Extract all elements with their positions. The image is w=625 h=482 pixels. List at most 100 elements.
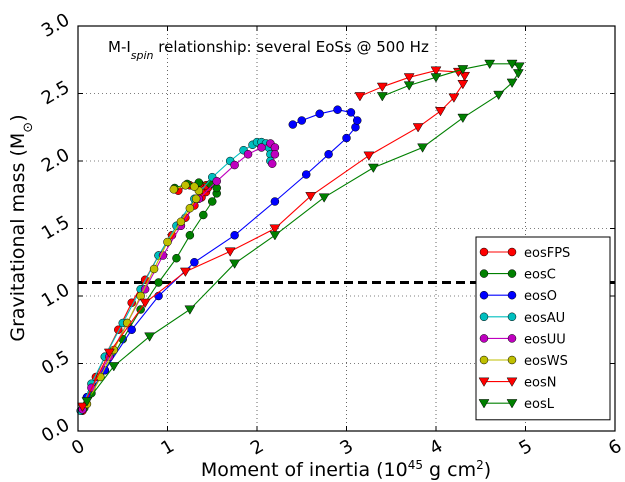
data-point (363, 151, 375, 161)
data-point (149, 264, 159, 274)
x-axis-label: Moment of inertia (1045 g cm2) (201, 458, 491, 481)
data-point (417, 143, 429, 153)
legend-marker (478, 377, 490, 387)
data-point (257, 143, 266, 152)
data-point (230, 160, 239, 170)
data-point (108, 362, 120, 372)
legend-marker (479, 290, 489, 300)
data-point (457, 113, 469, 124)
series-line (83, 182, 218, 409)
series-group (76, 59, 525, 415)
x-tick-label: 6 (605, 435, 625, 459)
series-line (80, 141, 271, 412)
data-point (318, 193, 330, 203)
data-point (342, 133, 351, 143)
data-point (169, 185, 179, 194)
legend-marker (507, 334, 517, 343)
data-point (512, 69, 524, 79)
data-point (77, 402, 88, 412)
y-tick-label: 1.0 (38, 279, 73, 312)
data-point (269, 231, 281, 241)
y-tick-label: 2.5 (38, 77, 73, 110)
data-point (352, 116, 362, 125)
legend-label: eosO (524, 289, 557, 304)
data-point (403, 81, 415, 91)
data-point (403, 73, 415, 83)
series-line (82, 70, 466, 407)
y-tick-label: 1.5 (38, 212, 73, 245)
chart-annotation: M-Ispin relationship: several EoSs @ 500… (108, 38, 429, 62)
data-point (459, 71, 471, 82)
x-tick-label: 2 (247, 435, 267, 459)
legend-entry: eosUU (479, 332, 566, 347)
data-point (457, 80, 469, 90)
data-point (448, 93, 460, 103)
legend-label: eosWS (524, 354, 568, 369)
legend-box (475, 236, 611, 421)
data-point (191, 194, 201, 204)
data-point (288, 120, 298, 129)
y-tick-label: 3.0 (38, 9, 73, 42)
legend-marker (507, 312, 517, 322)
series-eosL (81, 59, 525, 407)
data-point (243, 150, 253, 159)
legend-marker (507, 355, 517, 365)
data-point (506, 78, 518, 88)
legend-marker (507, 290, 517, 300)
data-point (208, 197, 217, 206)
data-point (103, 348, 115, 358)
legend-marker (479, 269, 489, 278)
legend-entry: eosO (479, 289, 557, 304)
data-point (376, 82, 388, 92)
data-point (493, 90, 505, 101)
data-point (301, 170, 311, 179)
series-eosO (82, 105, 362, 402)
y-tick-label: 0.5 (38, 347, 73, 380)
data-point (163, 237, 172, 247)
data-point (212, 177, 221, 186)
data-point (179, 267, 191, 277)
legend-marker (506, 399, 518, 409)
y-tick-label: 2.0 (38, 144, 73, 177)
data-point (229, 259, 241, 269)
data-point (267, 159, 277, 168)
data-point (224, 247, 236, 257)
data-point (457, 65, 469, 75)
data-point (297, 116, 306, 125)
legend-label: eosN (524, 376, 556, 391)
legend-entry: eosC (479, 268, 556, 283)
data-point (172, 253, 181, 263)
legend-entry: eosL (478, 397, 555, 412)
data-point (305, 192, 317, 202)
data-point (346, 108, 356, 117)
data-point (513, 62, 525, 72)
data-point (269, 224, 281, 234)
data-point (190, 182, 199, 191)
y-axis-label: Gravitational mass (M⊙) (7, 114, 36, 341)
legend-marker (478, 399, 490, 409)
x-tick-label: 4 (426, 435, 446, 459)
data-point (181, 181, 190, 190)
legend-marker (479, 312, 489, 322)
data-point (185, 231, 195, 240)
data-point (144, 332, 156, 342)
data-point (154, 291, 163, 301)
legend-label: eosFPS (524, 246, 570, 261)
legend-entry: eosAU (479, 311, 565, 326)
legend-marker (507, 247, 517, 257)
data-point (176, 217, 186, 226)
data-point (270, 197, 280, 206)
data-point (506, 59, 518, 70)
data-point (324, 150, 333, 159)
data-point (185, 204, 195, 213)
data-point (315, 109, 324, 118)
legend-entry: eosFPS (479, 246, 570, 261)
legend-label: eosUU (524, 332, 566, 347)
data-point (270, 150, 280, 159)
data-point (435, 107, 446, 117)
data-point (127, 325, 136, 334)
legend: eosFPS eosC eosO eosAU eosUU eosWS eosN eosL (475, 236, 611, 421)
data-point (430, 66, 442, 76)
series-line (86, 63, 520, 402)
